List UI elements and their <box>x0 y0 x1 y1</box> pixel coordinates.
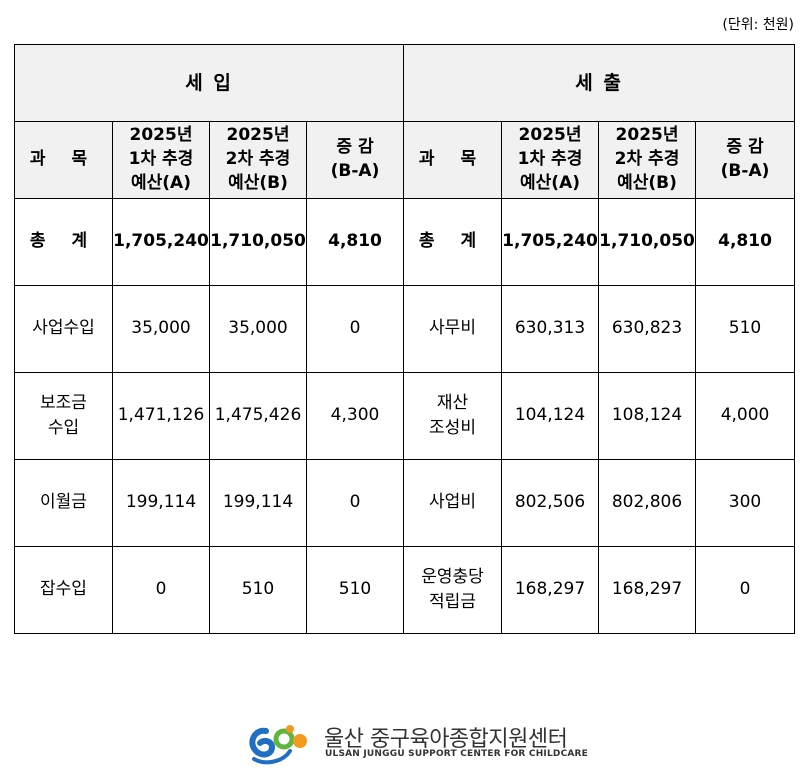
expense-a: 802,506 <box>501 459 600 547</box>
expense-a: 104,124 <box>501 372 600 460</box>
expense-b: 630,823 <box>598 285 697 373</box>
income-total-a: 1,705,240 <box>112 198 210 286</box>
total-row: 총 계 1,705,240 1,710,050 4,810 총 계 1,705,… <box>14 198 796 286</box>
expense-a: 630,313 <box>501 285 600 373</box>
budget-table: 세 입 세 출 과 목 2025년 1차 추경 예산(A) 2025년 2차 추경 예산… <box>13 44 796 634</box>
unit-label: (단위: 천원) <box>722 17 794 33</box>
logo-emblem-icon <box>249 725 307 765</box>
income-total-label: 총 계 <box>14 198 113 286</box>
expense-a: 168,297 <box>501 546 600 634</box>
expense-subject-header: 과 목 <box>403 121 503 199</box>
expense-diff: 300 <box>695 459 796 547</box>
expense-diff: 510 <box>695 285 796 373</box>
expense-diff: 0 <box>695 546 796 634</box>
income-diff: 510 <box>305 546 405 634</box>
table-row: 보조금 수입 1,471,126 1,475,426 4,300 재산 조성비 10… <box>14 372 796 460</box>
expense-b: 108,124 <box>598 372 697 460</box>
income-a: 199,114 <box>112 459 210 547</box>
income-diff: 0 <box>305 285 405 373</box>
expense-col-a-header: 2025년 1차 추경 예산(A) <box>501 121 600 199</box>
expense-subject: 사업비 <box>403 459 503 547</box>
income-total-b: 1,710,050 <box>209 198 307 286</box>
expense-col-b-header: 2025년 2차 추경 예산(B) <box>598 121 697 199</box>
expense-total-a: 1,705,240 <box>501 198 600 286</box>
income-b: 35,000 <box>209 285 307 373</box>
income-subject: 보조금 수입 <box>14 372 113 460</box>
income-diff-header: 증 감 (B-A) <box>305 121 405 199</box>
income-col-a-header: 2025년 1차 추경 예산(A) <box>112 121 210 199</box>
income-col-b-header: 2025년 2차 추경 예산(B) <box>209 121 307 199</box>
income-a: 35,000 <box>112 285 210 373</box>
expense-total-b: 1,710,050 <box>598 198 697 286</box>
header-row: 과 목 2025년 1차 추경 예산(A) 2025년 2차 추경 예산(B) 증 감(… <box>14 121 796 199</box>
expense-subject: 사무비 <box>403 285 503 373</box>
income-total-diff: 4,810 <box>305 198 405 286</box>
income-diff: 4,300 <box>305 372 405 460</box>
income-b: 1,475,426 <box>209 372 307 460</box>
income-subject: 사업수입 <box>14 285 113 373</box>
income-b: 199,114 <box>209 459 307 547</box>
income-b: 510 <box>209 546 307 634</box>
table-row: 이월금 199,114 199,114 0 사업비 802,506 802,80… <box>14 459 796 547</box>
section-row: 세 입 세 출 <box>13 44 796 122</box>
table-row: 잡수입 0 510 510 운영충당 적립금 168,297 168,297 0 <box>14 546 796 634</box>
income-subject-header: 과 목 <box>14 121 113 199</box>
income-a: 0 <box>112 546 210 634</box>
income-diff: 0 <box>305 459 405 547</box>
expense-total-diff: 4,810 <box>695 198 796 286</box>
expense-subject: 운영충당 적립금 <box>403 546 503 634</box>
center-logo: 울산 중구육아종합지원센터 ULSAN JUNGGU SUPPORT CENTE… <box>246 721 588 765</box>
expense-diff: 4,000 <box>695 372 796 460</box>
expense-total-label: 총 계 <box>403 198 503 286</box>
expense-b: 168,297 <box>598 546 697 634</box>
expense-diff-header: 증 감 (B-A) <box>695 121 796 199</box>
income-section-title: 세 입 <box>13 44 405 122</box>
logo-korean-name: 울산 중구육아종합지원센터 <box>324 727 568 752</box>
expense-subject: 재산 조성비 <box>403 372 503 460</box>
logo-english-name: ULSAN JUNGGU SUPPORT CENTER FOR CHILDCAR… <box>325 749 589 759</box>
income-subject: 잡수입 <box>14 546 113 634</box>
income-a: 1,471,126 <box>112 372 210 460</box>
expense-b: 802,806 <box>598 459 697 547</box>
expense-section-title: 세 출 <box>403 44 796 122</box>
income-subject: 이월금 <box>14 459 113 547</box>
table-row: 사업수입 35,000 35,000 0 사무비 630,313 630,823… <box>14 285 796 373</box>
